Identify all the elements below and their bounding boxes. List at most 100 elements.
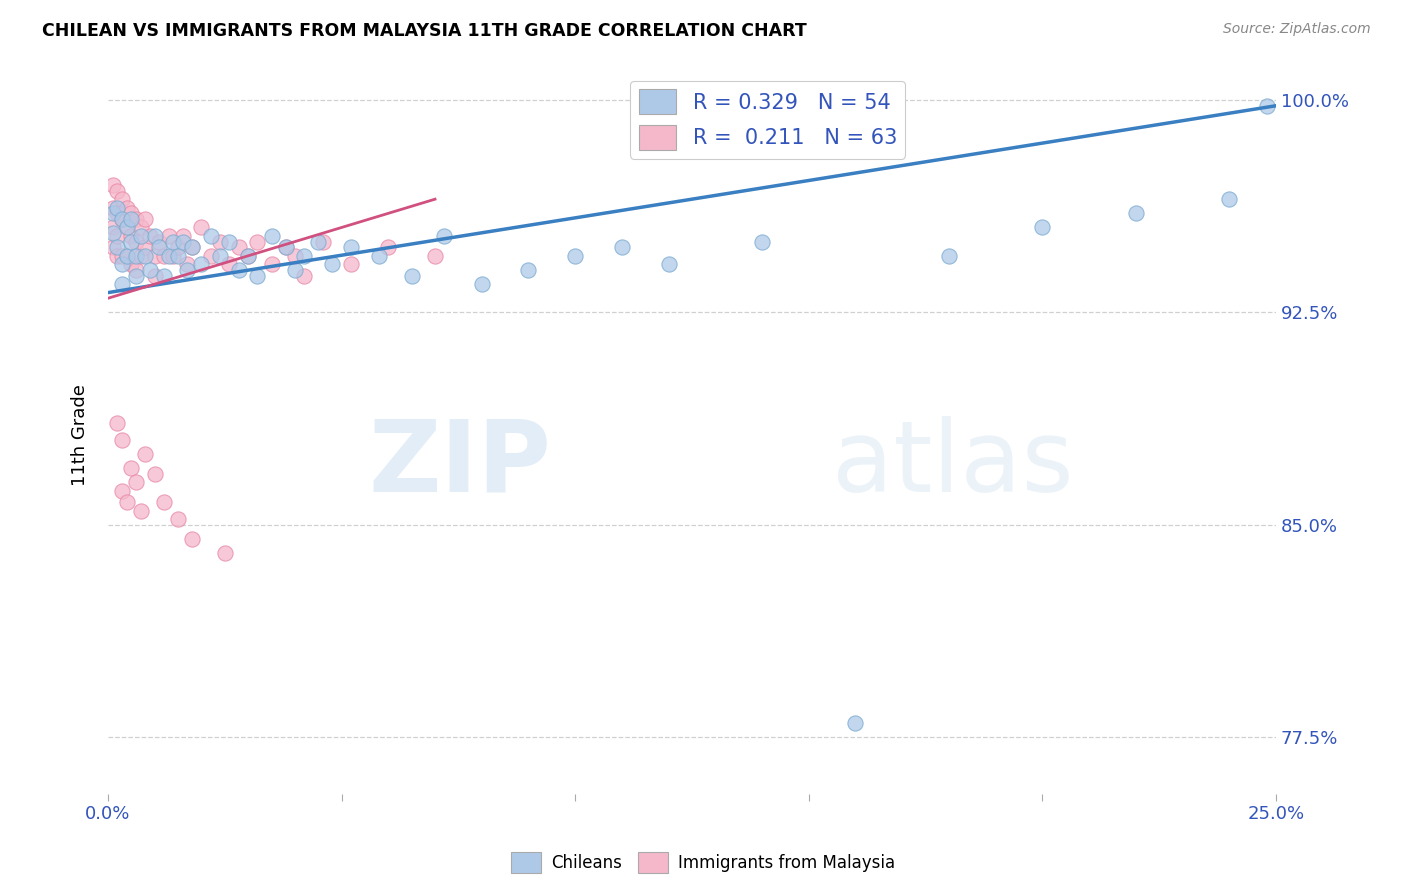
Point: [1125, 206, 1147, 220]
Point: [340, 257, 363, 271]
Point: [125, 263, 148, 277]
Point: [377, 240, 399, 254]
Point: [471, 277, 494, 291]
Point: [111, 483, 134, 498]
Point: [176, 257, 198, 271]
Point: [284, 263, 307, 277]
Text: atlas: atlas: [832, 416, 1074, 513]
Point: [129, 229, 152, 244]
Point: [125, 268, 148, 283]
Point: [236, 249, 259, 263]
Point: [120, 229, 142, 244]
Point: [129, 503, 152, 517]
Point: [115, 220, 138, 235]
Point: [120, 461, 142, 475]
Point: [115, 495, 138, 509]
Point: [157, 249, 180, 263]
Point: [200, 249, 222, 263]
Point: [274, 240, 297, 254]
Point: [517, 263, 540, 277]
Point: [111, 212, 134, 227]
Point: [105, 249, 128, 263]
Point: [148, 240, 170, 254]
Point: [153, 268, 176, 283]
Point: [120, 257, 142, 271]
Point: [125, 249, 148, 263]
Point: [321, 257, 343, 271]
Point: [115, 201, 138, 215]
Point: [115, 249, 138, 263]
Point: [101, 226, 124, 240]
Legend: R = 0.329   N = 54, R =  0.211   N = 63: R = 0.329 N = 54, R = 0.211 N = 63: [630, 80, 905, 159]
Legend: Chileans, Immigrants from Malaysia: Chileans, Immigrants from Malaysia: [503, 846, 903, 880]
Point: [292, 249, 315, 263]
Point: [153, 495, 176, 509]
Point: [1256, 99, 1278, 113]
Point: [134, 212, 156, 227]
Point: [101, 178, 124, 192]
Point: [181, 240, 204, 254]
Point: [209, 235, 232, 249]
Text: CHILEAN VS IMMIGRANTS FROM MALAYSIA 11TH GRADE CORRELATION CHART: CHILEAN VS IMMIGRANTS FROM MALAYSIA 11TH…: [42, 22, 807, 40]
Point: [190, 220, 212, 235]
Point: [274, 240, 297, 254]
Point: [312, 235, 335, 249]
Point: [120, 206, 142, 220]
Point: [246, 268, 269, 283]
Point: [172, 229, 194, 244]
Point: [751, 235, 773, 249]
Point: [115, 249, 138, 263]
Point: [1031, 220, 1053, 235]
Point: [433, 229, 456, 244]
Point: [134, 249, 156, 263]
Point: [111, 277, 134, 291]
Point: [181, 532, 204, 546]
Text: ZIP: ZIP: [368, 416, 551, 513]
Point: [125, 235, 148, 249]
Point: [340, 240, 363, 254]
Point: [120, 235, 142, 249]
Point: [143, 467, 166, 481]
Point: [101, 206, 124, 220]
Point: [564, 249, 586, 263]
Point: [209, 249, 232, 263]
Point: [284, 249, 307, 263]
Point: [115, 220, 138, 235]
Point: [246, 235, 269, 249]
Point: [143, 268, 166, 283]
Point: [236, 249, 259, 263]
Point: [139, 263, 162, 277]
Point: [218, 257, 240, 271]
Point: [125, 475, 148, 490]
Point: [176, 263, 198, 277]
Point: [134, 240, 156, 254]
Point: [214, 546, 236, 560]
Point: [101, 201, 124, 215]
Point: [228, 263, 250, 277]
Y-axis label: 11th Grade: 11th Grade: [72, 384, 89, 486]
Point: [423, 249, 446, 263]
Point: [167, 512, 190, 526]
Point: [111, 433, 134, 447]
Point: [368, 249, 391, 263]
Point: [307, 235, 329, 249]
Point: [260, 229, 283, 244]
Point: [610, 240, 633, 254]
Point: [139, 229, 162, 244]
Point: [938, 249, 960, 263]
Point: [134, 447, 156, 461]
Point: [228, 240, 250, 254]
Point: [162, 235, 184, 249]
Point: [292, 268, 315, 283]
Point: [105, 416, 128, 430]
Point: [260, 257, 283, 271]
Point: [101, 220, 124, 235]
Point: [190, 257, 212, 271]
Point: [111, 192, 134, 206]
Point: [218, 235, 240, 249]
Point: [148, 235, 170, 249]
Point: [129, 220, 152, 235]
Point: [120, 212, 142, 227]
Point: [200, 229, 222, 244]
Point: [111, 257, 134, 271]
